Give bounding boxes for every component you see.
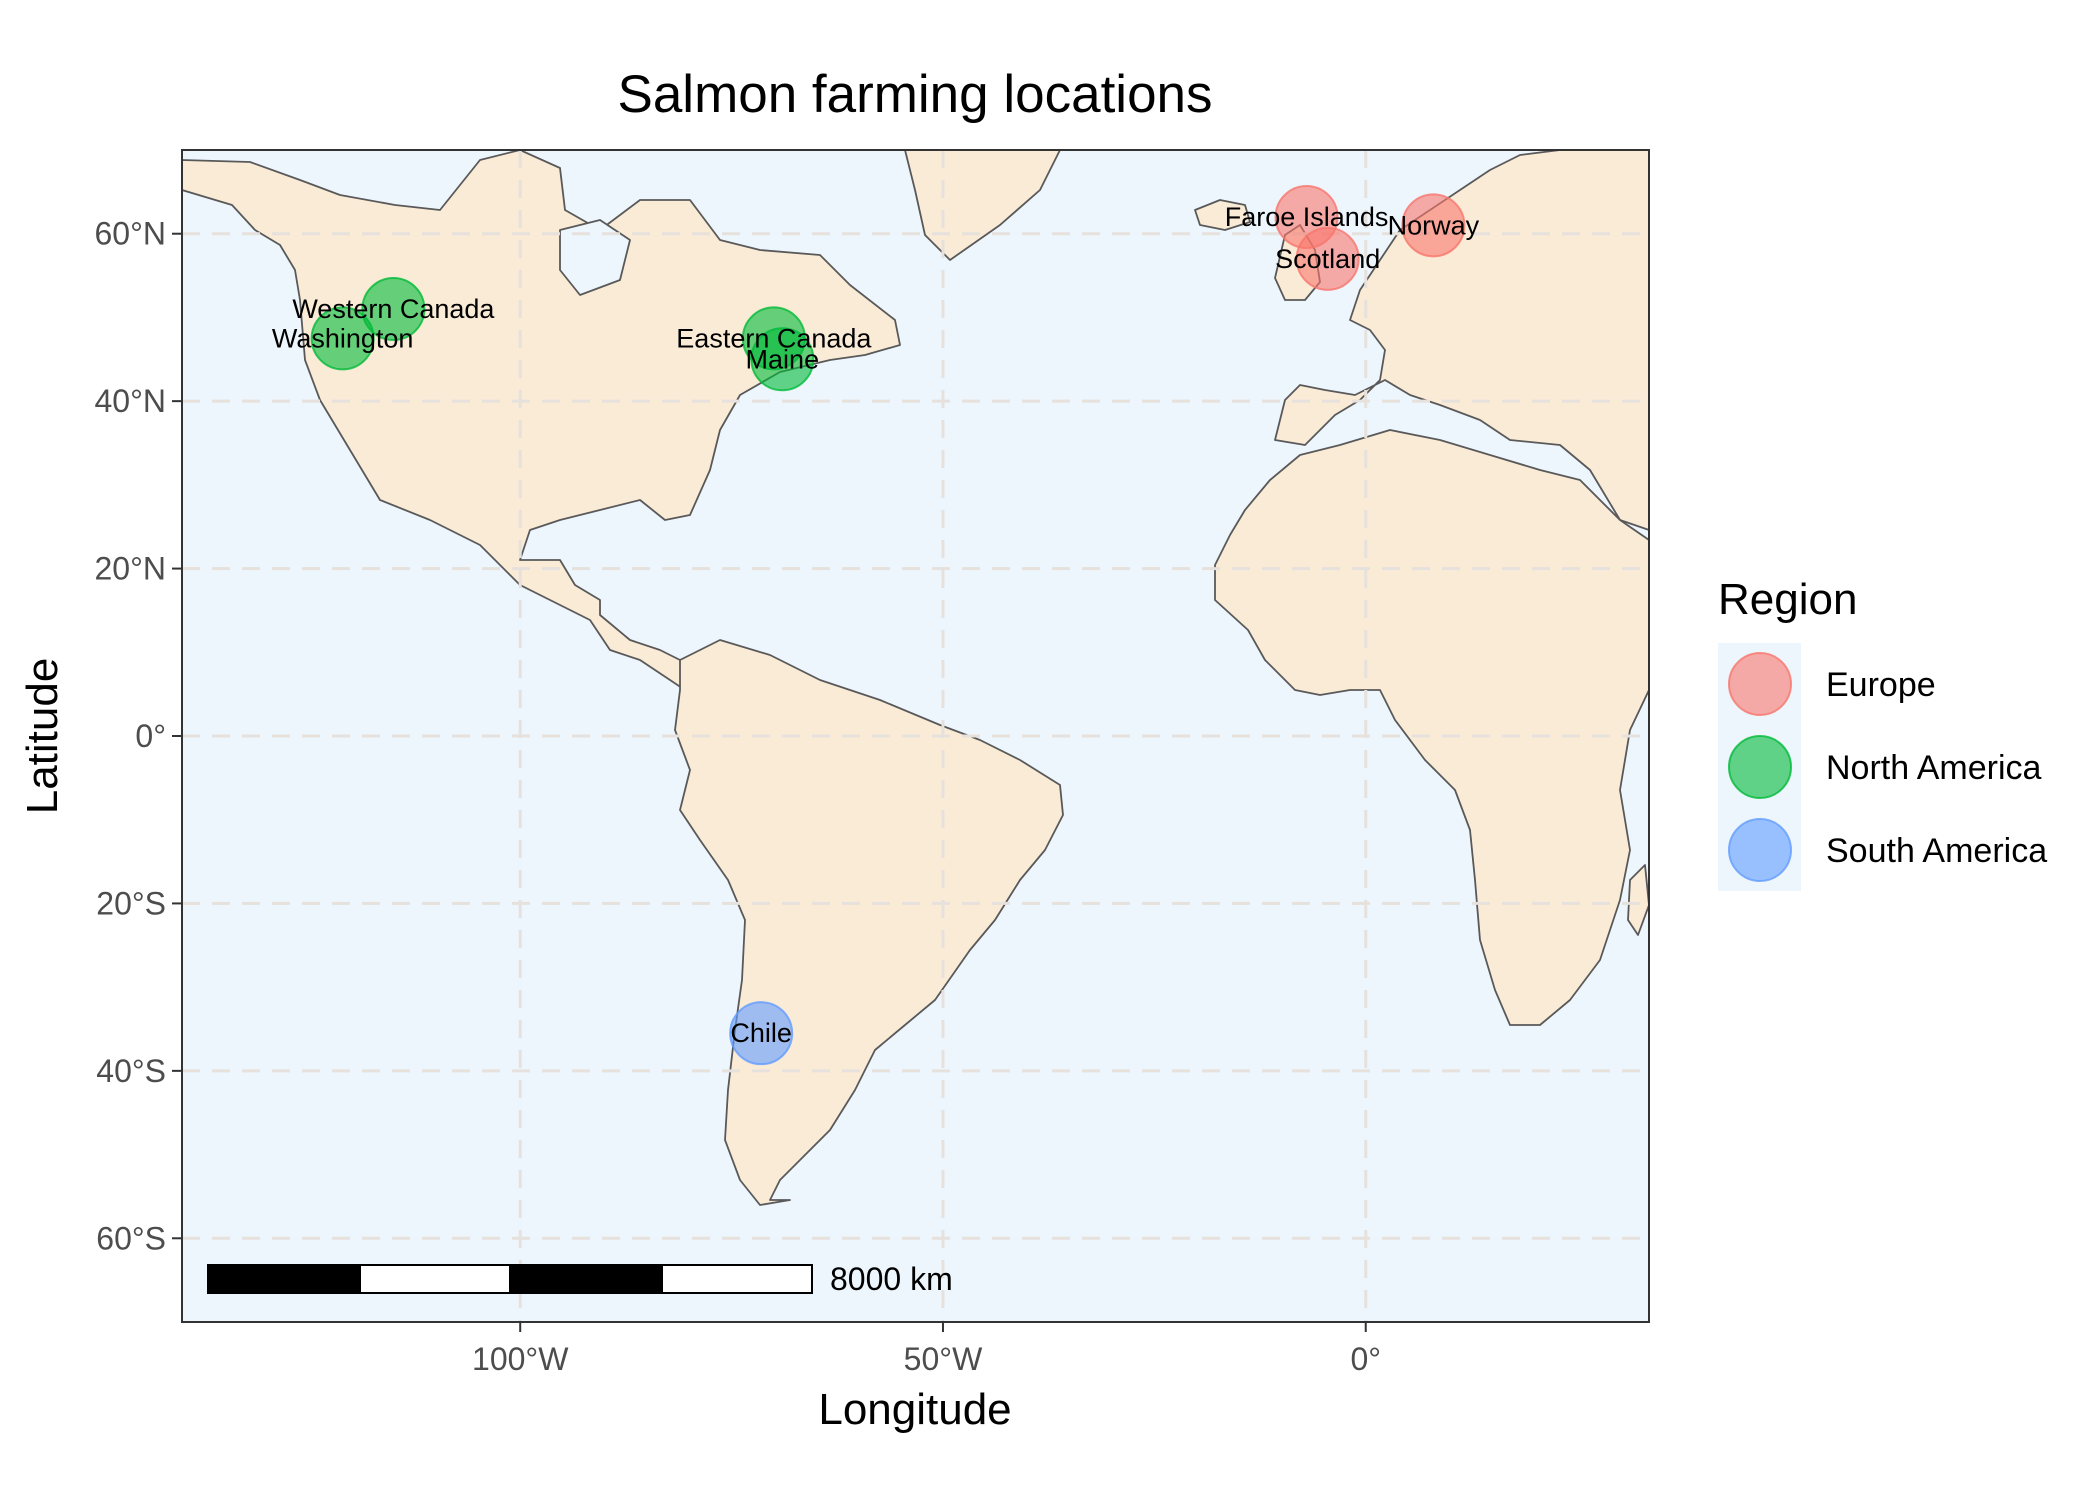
y-tick-label-2: 20°N [95, 551, 167, 587]
madagascar [1627, 864, 1649, 936]
legend-key-1 [1728, 735, 1792, 799]
y-tick-label-0: 60°N [95, 216, 167, 252]
hudson-bay [559, 219, 631, 296]
y-tick-label-5: 40°S [96, 1053, 166, 1089]
scale-bar-segment-1 [207, 1264, 361, 1294]
x-tick-label-1: 50°W [904, 1341, 983, 1377]
x-tick-label-2: 0° [1350, 1341, 1381, 1377]
legend-key-0 [1728, 652, 1792, 716]
scale-bar-segment-3 [509, 1264, 663, 1294]
x-axis: 100°W 50°W 0° [472, 1322, 1381, 1377]
x-tick-label-0: 100°W [472, 1341, 569, 1377]
scale-bar: 8000 km [207, 1261, 953, 1297]
legend-label-2: South America [1826, 832, 2047, 870]
legend-title: Region [1718, 575, 1857, 624]
y-tick-label-4: 20°S [96, 885, 166, 921]
scale-bar-segment-2 [359, 1264, 511, 1294]
legend: Region Europe North America South America [1718, 575, 2047, 891]
labels-layer: Faroe Islands Scotland Norway Western Canad… [272, 202, 1480, 1048]
location-label-4: Washington [272, 323, 414, 353]
y-tick-label-1: 40°N [95, 383, 167, 419]
location-point-4 [310, 306, 375, 371]
location-point-3 [361, 277, 426, 342]
land-masses [182, 150, 1649, 1206]
location-point-1 [1295, 226, 1360, 291]
legend-label-0: Europe [1826, 666, 1936, 704]
iceland [1194, 199, 1251, 231]
gridlines [182, 150, 1649, 1322]
y-tick-label-6: 60°S [96, 1220, 166, 1256]
y-axis: 60°N 40°N 20°N 0° 20°S 40°S 60°S [95, 216, 182, 1256]
y-axis-title: Latitude [18, 658, 67, 815]
location-label-7: Chile [730, 1018, 792, 1048]
location-label-1: Scotland [1275, 244, 1380, 274]
location-label-5: Eastern Canada [676, 323, 872, 353]
location-point-6 [750, 327, 815, 392]
points-layer [310, 184, 1466, 1066]
location-point-2 [1401, 193, 1466, 258]
scale-bar-segment-4 [661, 1264, 813, 1294]
location-label-0: Faroe Islands [1225, 202, 1389, 232]
y-tick-label-3: 0° [135, 718, 166, 754]
chart-title: Salmon farming locations [617, 65, 1212, 124]
africa-landmass [1214, 429, 1649, 1026]
location-label-3: Western Canada [292, 294, 495, 324]
scale-bar-label: 8000 km [830, 1261, 953, 1297]
location-point-7 [729, 1001, 794, 1066]
plot-panel: Faroe Islands Scotland Norway Western Canad… [181, 149, 1650, 1323]
location-label-6: Maine [746, 344, 820, 374]
legend-key-2 [1728, 818, 1792, 882]
x-axis-title: Longitude [818, 1385, 1011, 1434]
south-america-landmass [674, 639, 1064, 1206]
location-label-2: Norway [1388, 210, 1480, 240]
legend-label-1: North America [1826, 749, 2041, 787]
